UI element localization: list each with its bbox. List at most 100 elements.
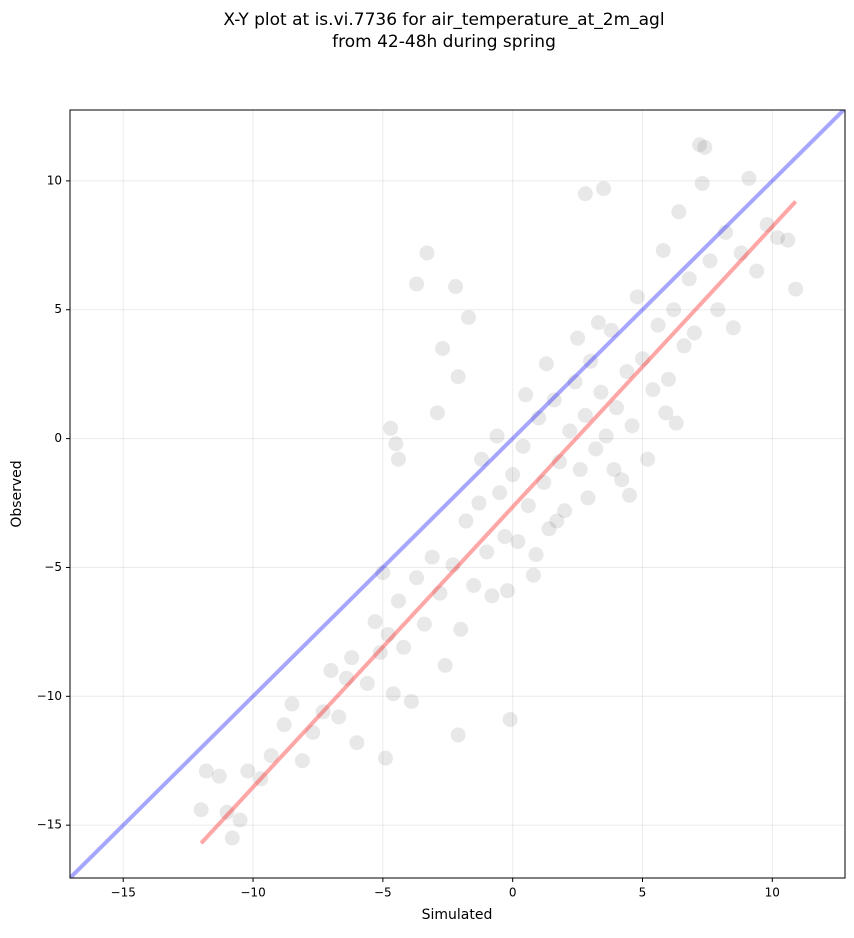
point — [622, 487, 638, 503]
point — [702, 253, 718, 269]
point — [489, 428, 505, 444]
point — [686, 325, 702, 341]
point — [515, 438, 531, 454]
point — [331, 709, 347, 725]
point — [658, 405, 674, 421]
point — [759, 217, 775, 233]
x-tick-label: −15 — [111, 886, 136, 900]
point — [497, 529, 513, 545]
point — [419, 245, 435, 261]
point — [193, 802, 209, 818]
point — [718, 224, 734, 240]
point — [541, 521, 557, 537]
point — [549, 513, 565, 529]
y-tick-label: 10 — [47, 173, 62, 187]
point — [733, 245, 749, 261]
point — [598, 428, 614, 444]
point — [385, 686, 401, 702]
point — [323, 663, 339, 679]
x-tick-label: 5 — [639, 886, 647, 900]
point — [367, 614, 383, 630]
point — [284, 696, 300, 712]
point — [588, 441, 604, 457]
point — [525, 567, 541, 583]
point — [583, 353, 599, 369]
point — [640, 451, 656, 467]
point — [349, 735, 365, 751]
point — [629, 289, 645, 305]
point — [697, 139, 713, 155]
x-tick-label: −10 — [240, 886, 265, 900]
point — [694, 175, 710, 191]
point — [253, 771, 269, 787]
point — [650, 317, 666, 333]
point — [471, 495, 487, 511]
point — [725, 320, 741, 336]
point — [505, 467, 521, 483]
point — [570, 330, 586, 346]
point — [276, 717, 292, 733]
y-tick-label: 5 — [54, 302, 62, 316]
point — [359, 675, 375, 691]
point — [655, 242, 671, 258]
point — [603, 322, 619, 338]
y-tick-label: −15 — [37, 818, 62, 832]
point — [606, 462, 622, 478]
x-tick-label: 10 — [765, 886, 780, 900]
point — [619, 364, 635, 380]
point — [375, 565, 391, 581]
point — [531, 410, 547, 426]
point — [458, 513, 474, 529]
point — [396, 639, 412, 655]
point — [538, 356, 554, 372]
chart-title: X-Y plot at is.vi.7736 for air_temperatu… — [223, 10, 664, 30]
point — [240, 763, 256, 779]
point — [546, 392, 562, 408]
point — [409, 276, 425, 292]
point — [380, 626, 396, 642]
point — [634, 351, 650, 367]
point — [676, 338, 692, 354]
point — [528, 547, 544, 563]
point — [424, 549, 440, 565]
point — [437, 657, 453, 673]
point — [502, 712, 518, 728]
point — [263, 748, 279, 764]
point — [660, 371, 676, 387]
point — [614, 472, 630, 488]
point — [788, 281, 804, 297]
point — [232, 812, 248, 828]
point — [429, 405, 445, 421]
point — [593, 384, 609, 400]
point — [780, 232, 796, 248]
point — [450, 369, 466, 385]
point — [198, 763, 214, 779]
point — [372, 644, 388, 660]
point — [409, 570, 425, 586]
point — [624, 418, 640, 434]
y-axis-label: Observed — [9, 460, 25, 527]
point — [510, 534, 526, 550]
point — [445, 557, 461, 573]
point — [453, 621, 469, 637]
x-tick-label: −5 — [374, 886, 392, 900]
point — [211, 768, 227, 784]
point — [609, 400, 625, 416]
point — [388, 436, 404, 452]
point — [344, 650, 360, 666]
point — [520, 498, 536, 514]
point — [666, 302, 682, 318]
point — [710, 302, 726, 318]
point — [305, 724, 321, 740]
point — [557, 503, 573, 519]
reference-line — [70, 110, 845, 878]
point — [435, 340, 451, 356]
point — [403, 693, 419, 709]
point — [448, 279, 464, 295]
point — [315, 704, 331, 720]
point — [461, 309, 477, 325]
point — [551, 454, 567, 470]
point — [596, 181, 612, 197]
